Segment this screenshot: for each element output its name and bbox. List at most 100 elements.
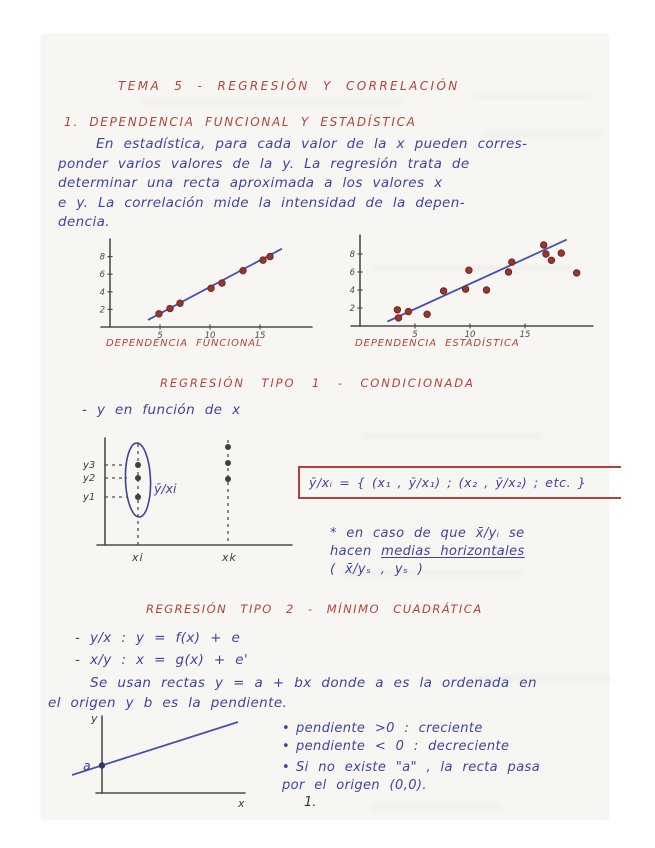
bleed-through-mark: [342, 570, 522, 577]
y-tick-label: 4: [350, 286, 355, 296]
x-tick-label: 5: [412, 330, 417, 340]
data-point: [207, 284, 215, 292]
tipo1-subline: - y en función de x: [82, 402, 241, 418]
bullet-text: pendiente >0 : creciente: [296, 721, 483, 736]
x-tick-label: 10: [205, 331, 216, 341]
bullet-text: Si no existe "a" , la recta pasa: [296, 760, 541, 775]
x-tick-label: 15: [255, 331, 266, 341]
bullet-icon: •: [282, 760, 291, 775]
data-point: [482, 286, 491, 294]
y-tick-label: 6: [100, 270, 106, 280]
note-line: * en caso de que x̄/yᵢ se: [330, 526, 525, 541]
caption-dependencia-funcional: DEPENDENCIA FUNCIONAL: [106, 338, 263, 349]
data-point: [166, 304, 174, 313]
bullet-icon: •: [282, 721, 291, 736]
bullet-text: por el origen (0,0).: [282, 778, 427, 793]
line-intercept-diagram: y x a: [71, 713, 246, 810]
fit-line: [387, 238, 568, 323]
xi-label: xi: [131, 551, 144, 564]
intercept-dot: [98, 762, 106, 769]
data-point: [547, 256, 556, 264]
bleed-through-mark: [362, 433, 542, 440]
data-point: [155, 310, 163, 318]
data-dot: [225, 460, 231, 466]
y-tick-label: 6: [350, 268, 356, 278]
data-dot: [225, 444, 231, 450]
y-tick-label: 2: [350, 304, 355, 314]
data-point: [266, 252, 274, 261]
bullet-item: • pendiente < 0 : decreciente: [282, 738, 540, 756]
note-line-underlined: medias horizontales: [381, 544, 525, 559]
intro-paragraph: En estadística, para cada valor de la x …: [58, 135, 606, 233]
heading-regresion-tipo-2: REGRESIÓN TIPO 2 - MÍNIMO CUADRÁTICA: [146, 602, 483, 616]
bleed-through-mark: [482, 131, 602, 138]
data-point: [540, 241, 548, 249]
y1-label: y1: [82, 492, 95, 503]
data-dot: [135, 475, 141, 481]
intro-line: dencia.: [58, 214, 110, 230]
data-point: [394, 314, 403, 322]
formula-text: ȳ/xᵢ = { (x₁ , ȳ/x₁) ; (x₂ , ȳ/x₂) ; etc…: [309, 475, 587, 490]
tipo2-line-yx: - y/x : y = f(x) + e: [75, 630, 241, 646]
data-point: [504, 268, 513, 276]
intro-line: determinar una recta aproximada a los va…: [58, 175, 443, 191]
note-line: ( x̄/yₛ , yₛ ): [330, 562, 424, 577]
bleed-through-mark: [372, 803, 502, 810]
data-point: [439, 287, 448, 295]
x-tick-label: 5: [157, 331, 162, 341]
bullet-text: pendiente < 0 : decreciente: [296, 739, 510, 754]
intro-line: e y. La correlación mide la intensidad d…: [58, 194, 465, 211]
note-line: hacen medias horizontales: [330, 543, 630, 561]
y-bar-xi-annotation: ȳ/xi: [153, 481, 177, 496]
bleed-through-mark: [472, 675, 612, 682]
note-medias-horizontales: * en caso de que x̄/yᵢ se hacen medias h…: [330, 525, 630, 579]
pendiente-bullet-list: • pendiente >0 : creciente • pendiente < 0…: [282, 720, 540, 795]
data-dot: [225, 476, 231, 482]
chart-dependencia-funcional: 5 10 15 2 4 6 8: [100, 238, 313, 341]
data-point: [557, 249, 566, 257]
bullet-item: • Si no existe "a" , la recta pasa: [282, 759, 540, 777]
bullet-item: • pendiente >0 : creciente: [282, 720, 540, 738]
formula-box: ȳ/xᵢ = { (x₁ , ȳ/x₁) ; (x₂ , ȳ/x₂) ; etc…: [298, 466, 621, 499]
caption-dependencia-estadistica: DEPENDENCIA ESTADÍSTICA: [355, 338, 520, 349]
chart-dependencia-estadistica: 5 10 15 2 4 6 8: [350, 234, 594, 340]
data-point: [465, 266, 473, 274]
data-point: [423, 310, 431, 319]
data-point: [573, 269, 581, 277]
tipo2-line-xy: - x/y : x = g(x) + e': [75, 652, 249, 668]
data-dot: [135, 494, 141, 500]
conditional-regression-diagram: y3 y2 y1 ȳ/xi xi xk: [82, 437, 293, 564]
heading-regresion-tipo-1: REGRESIÓN TIPO 1 - CONDICIONADA: [160, 376, 475, 390]
y-tick-label: 8: [350, 250, 356, 260]
regression-line: [71, 721, 239, 776]
x-tick-label: 10: [465, 330, 476, 340]
y-tick-label: 4: [100, 288, 105, 298]
group-ellipse: [124, 442, 152, 518]
x-tick-label: 15: [520, 330, 531, 340]
tipo2-paragraph: Se usan rectas y = a + bx donde a es la …: [48, 673, 604, 713]
intercept-label: a: [83, 758, 91, 773]
page-title: TEMA 5 - REGRESIÓN Y CORRELACIÓN: [118, 79, 460, 93]
bleed-through-mark: [142, 99, 402, 105]
bullet-item-continuation: por el origen (0,0).: [282, 777, 540, 795]
bleed-through-mark: [472, 93, 592, 100]
data-point: [404, 307, 413, 316]
data-point: [218, 279, 226, 287]
data-dot: [135, 462, 141, 468]
data-point: [542, 250, 550, 258]
intro-line: En estadística, para cada valor de la x …: [96, 136, 528, 152]
y3-label: y3: [82, 460, 95, 471]
data-point: [461, 285, 470, 293]
y-tick-label: 2: [100, 305, 105, 315]
tipo2-body-line: Se usan rectas y = a + bx donde a es la …: [90, 675, 537, 691]
xk-label: xk: [221, 551, 237, 564]
x-axis-label: x: [237, 797, 246, 810]
note-line-prefix: hacen: [330, 544, 382, 559]
y2-label: y2: [82, 473, 95, 484]
notebook-paper: TEMA 5 - REGRESIÓN Y CORRELACIÓN 1. DEPE…: [42, 35, 621, 819]
data-point: [393, 306, 402, 314]
y-tick-label: 8: [100, 253, 106, 263]
data-point: [508, 258, 516, 266]
heading-dependencia: 1. DEPENDENCIA FUNCIONAL Y ESTADÍSTICA: [64, 115, 417, 129]
tipo2-body-line: el origen y b es la pendiente.: [48, 695, 288, 711]
